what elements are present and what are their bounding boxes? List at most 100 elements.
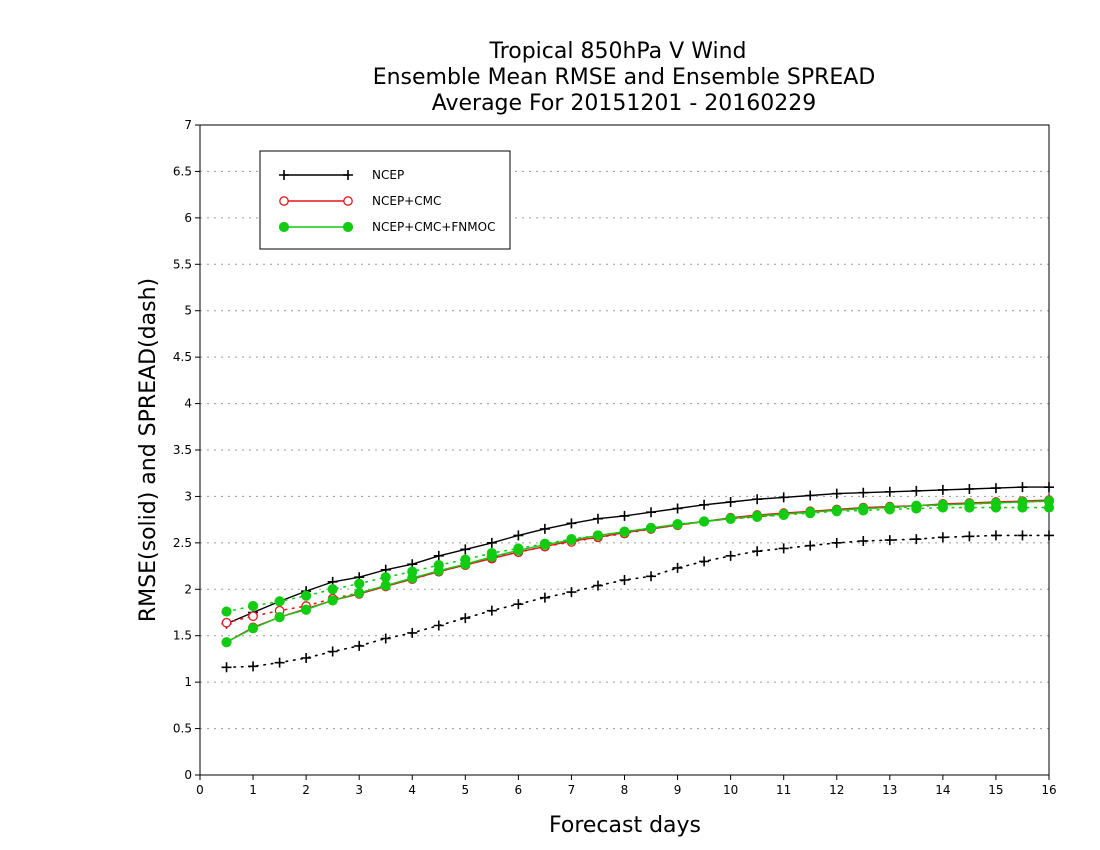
data-point-ncep-spread bbox=[433, 620, 444, 631]
data-point-ncep-spread bbox=[380, 633, 391, 644]
x-tick-label: 15 bbox=[988, 783, 1003, 797]
data-point-ncep-cmc-fnmoc-spread bbox=[433, 560, 444, 571]
data-point-ncep-spread bbox=[646, 571, 657, 582]
y-tick-label: 3 bbox=[184, 489, 192, 503]
data-point-ncep-spread bbox=[327, 646, 338, 657]
data-point-ncep-rmse bbox=[539, 523, 550, 534]
data-point-ncep-rmse bbox=[513, 530, 524, 541]
data-point-ncep-rmse bbox=[778, 492, 789, 503]
x-tick-label: 10 bbox=[723, 783, 738, 797]
series-ncep-cmc-fnmoc-spread bbox=[221, 502, 1055, 617]
legend-label: NCEP bbox=[372, 168, 404, 182]
data-point-ncep-spread bbox=[937, 532, 948, 543]
data-point-ncep-cmc-fnmoc-spread bbox=[831, 506, 842, 517]
x-tick-label: 9 bbox=[674, 783, 682, 797]
data-point-ncep-spread bbox=[539, 592, 550, 603]
y-tick-label: 7 bbox=[184, 118, 192, 132]
data-point-ncep-cmc-fnmoc-spread bbox=[672, 519, 683, 530]
y-tick-label: 4.5 bbox=[173, 350, 192, 364]
legend-marker bbox=[342, 221, 354, 233]
x-tick-label: 4 bbox=[408, 783, 416, 797]
data-point-ncep-rmse bbox=[911, 485, 922, 496]
data-point-ncep-rmse bbox=[646, 507, 657, 518]
series-line-ncep-cmc-spread bbox=[225, 500, 1050, 624]
data-point-ncep-cmc-fnmoc-rmse bbox=[274, 612, 285, 623]
data-point-ncep-cmc-fnmoc-spread bbox=[1043, 502, 1055, 513]
data-point-ncep-cmc-spread bbox=[248, 611, 258, 622]
data-point-ncep-spread bbox=[221, 662, 232, 673]
data-point-ncep-cmc-fnmoc-rmse bbox=[301, 604, 312, 615]
data-point-ncep-spread bbox=[301, 653, 312, 663]
legend-marker bbox=[278, 221, 290, 233]
series-line-ncep-cmc-fnmoc-spread bbox=[225, 506, 1050, 613]
legend-label: NCEP+CMC+FNMOC bbox=[372, 220, 495, 234]
y-axis-label: RMSE(solid) and SPREAD(dash) bbox=[136, 278, 161, 622]
data-point-ncep-rmse bbox=[433, 550, 444, 561]
data-point-ncep-rmse bbox=[699, 499, 710, 510]
data-point-ncep-rmse bbox=[672, 503, 683, 514]
data-point-ncep-spread bbox=[699, 556, 710, 567]
data-point-ncep-spread bbox=[513, 599, 524, 610]
data-point-ncep-rmse bbox=[805, 490, 816, 501]
data-point-ncep-spread bbox=[274, 657, 285, 668]
y-tick-label: 2.5 bbox=[173, 536, 192, 550]
y-tick-label: 1 bbox=[184, 675, 192, 689]
data-point-ncep-spread bbox=[831, 537, 842, 548]
data-point-ncep-cmc-fnmoc-rmse bbox=[354, 587, 365, 599]
data-point-ncep-cmc-fnmoc-spread bbox=[698, 516, 710, 527]
data-point-ncep-spread bbox=[911, 534, 922, 545]
series-line-ncep-spread bbox=[225, 534, 1050, 669]
data-point-ncep-cmc-fnmoc-spread bbox=[884, 504, 895, 515]
data-point-ncep-spread bbox=[672, 562, 683, 573]
series-line-ncep-cmc-fnmoc-rmse bbox=[226, 500, 1050, 643]
data-point-ncep-cmc-fnmoc-spread bbox=[752, 511, 763, 522]
data-point-ncep-cmc-fnmoc-spread bbox=[539, 538, 551, 549]
x-tick-label: 7 bbox=[568, 783, 576, 797]
data-point-ncep-spread bbox=[964, 531, 975, 542]
x-tick-label: 14 bbox=[935, 783, 950, 797]
data-point-ncep-cmc-fnmoc-spread bbox=[221, 606, 232, 617]
series-ncep-cmc-rmse bbox=[221, 495, 1054, 648]
data-point-ncep-cmc-fnmoc-spread bbox=[911, 503, 922, 514]
x-tick-label: 16 bbox=[1041, 783, 1056, 797]
x-tick-label: 1 bbox=[249, 783, 257, 797]
data-point-ncep-cmc-fnmoc-spread bbox=[354, 578, 365, 589]
x-tick-label: 12 bbox=[829, 783, 844, 797]
y-tick-label: 4 bbox=[184, 397, 192, 411]
data-point-ncep-cmc-fnmoc-rmse bbox=[327, 595, 338, 606]
data-point-ncep-cmc-fnmoc-spread bbox=[592, 530, 604, 541]
data-point-ncep-cmc-fnmoc-spread bbox=[566, 534, 577, 545]
data-point-ncep-cmc-fnmoc-spread bbox=[513, 543, 524, 554]
legend: NCEP NCEP+CMC NCEP+CMC+FNMOC bbox=[259, 150, 511, 250]
series-ncep-cmc-spread bbox=[221, 496, 1054, 628]
y-tick-label: 2 bbox=[184, 582, 192, 596]
series-layer bbox=[221, 482, 1055, 673]
y-axis-ticks: 0 0.5 1 1.5 2 2.5 3 3.5 4 4.5 5 5.5 6 6.5 7 bbox=[173, 118, 200, 782]
data-point-ncep-cmc-fnmoc-spread bbox=[645, 522, 657, 534]
data-point-ncep-spread bbox=[592, 580, 603, 591]
data-point-ncep-cmc-fnmoc-spread bbox=[964, 502, 975, 513]
data-point-ncep-cmc-fnmoc-rmse bbox=[221, 637, 232, 648]
data-point-ncep-cmc-spread bbox=[221, 617, 232, 628]
legend-item-ncep-cmc-fnmoc: NCEP+CMC+FNMOC bbox=[278, 220, 495, 234]
legend-label: NCEP+CMC bbox=[372, 194, 441, 208]
data-point-ncep-cmc-fnmoc-spread bbox=[460, 554, 471, 565]
data-point-ncep-spread bbox=[354, 640, 365, 651]
legend-marker bbox=[279, 196, 289, 206]
x-tick-label: 0 bbox=[196, 783, 204, 797]
y-tick-label: 3.5 bbox=[173, 443, 192, 457]
data-point-ncep-cmc-fnmoc-spread bbox=[1017, 502, 1028, 513]
data-point-ncep-rmse bbox=[592, 513, 603, 524]
data-point-ncep-cmc-fnmoc-spread bbox=[619, 526, 630, 537]
data-point-ncep-spread bbox=[990, 530, 1001, 541]
data-point-ncep-spread bbox=[805, 540, 816, 551]
data-point-ncep-rmse bbox=[752, 494, 763, 505]
data-point-ncep-cmc-fnmoc-spread bbox=[805, 508, 816, 519]
x-tick-label: 8 bbox=[621, 783, 629, 797]
x-axis-label: Forecast days bbox=[549, 813, 701, 838]
chart-title: Tropical 850hPa V Wind Ensemble Mean RMS… bbox=[373, 39, 876, 116]
data-point-ncep-rmse bbox=[831, 488, 842, 499]
data-point-ncep-spread bbox=[884, 535, 895, 546]
y-tick-label: 5 bbox=[184, 304, 192, 318]
